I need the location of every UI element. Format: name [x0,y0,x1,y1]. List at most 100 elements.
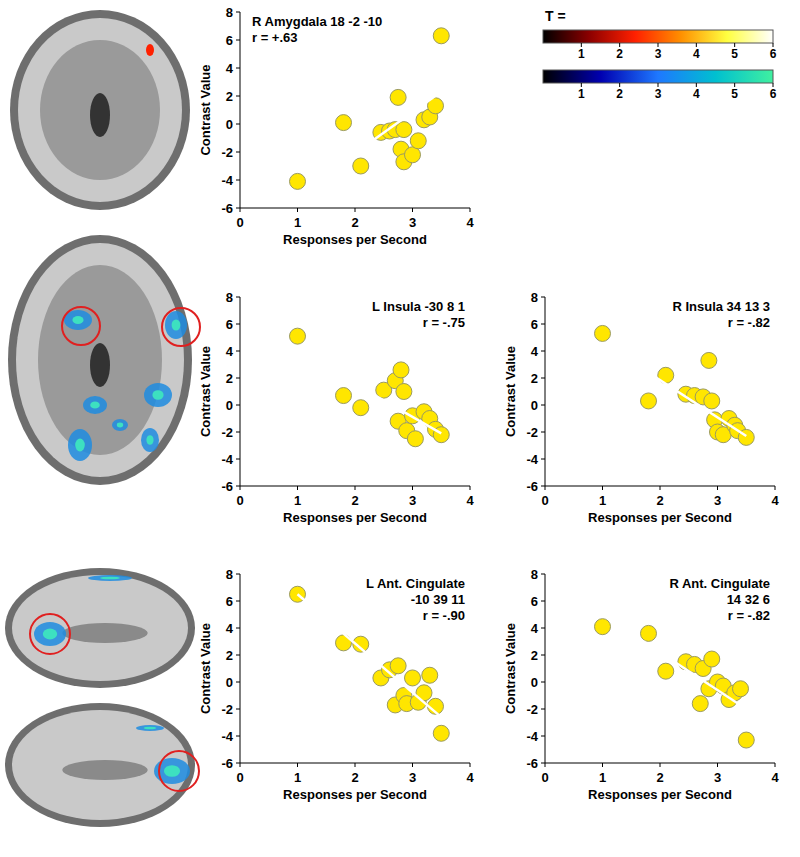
y-tick-label: 8 [226,567,233,582]
brain-tissue [18,18,182,202]
y-tick [541,655,545,656]
roi-circle [62,307,100,345]
brain-white-matter [40,40,160,180]
y-tick [541,405,545,406]
y-tick [541,736,545,737]
activation-blob [83,396,107,414]
point [353,158,369,174]
y-tick-label: 2 [531,371,538,386]
chart-annotation: r = -.82 [728,315,770,330]
y-tick-label: 2 [531,648,538,663]
x-tick-label: 4 [466,770,474,785]
chart-subtitle: -10 39 11 [411,592,465,607]
activation-blob [112,419,128,431]
colorbar-tick-label: 4 [693,87,700,101]
y-tick [236,68,240,69]
activation-blob [136,725,164,731]
y-tick-label: 2 [226,648,233,663]
brain-slice [5,568,195,688]
point [290,328,306,344]
brain-ventricle [90,343,110,387]
x-tick-label: 0 [236,770,243,785]
x-tick-label: 1 [599,493,606,508]
y-tick-label: 2 [226,371,233,386]
activation-peak [90,401,100,408]
chart-title: L Ant. Cingulate [366,576,465,591]
x-tick [355,763,356,767]
activation-peak [172,319,181,330]
x-tick [717,486,718,490]
activation-peak [144,727,157,730]
point [704,651,720,667]
brain-images [5,10,200,827]
y-tick-label: 4 [531,621,539,636]
point [393,362,409,378]
y-tick-label: 2 [226,89,233,104]
x-tick-label: 2 [351,215,358,230]
activation-blob [144,383,172,407]
y-tick-label: 6 [226,594,233,609]
y-tick [541,459,545,460]
y-axis-label: Contrast Value [198,623,213,714]
fit-line [603,615,747,710]
point [396,384,412,400]
point [641,393,657,409]
point [658,663,674,679]
y-tick [236,709,240,710]
point [336,115,352,131]
colorbar-tick-label: 2 [616,47,623,61]
x-tick-label: 0 [541,770,548,785]
y-tick-label: -6 [526,756,538,771]
x-tick-label: 3 [714,770,721,785]
colorbar-tick-label: 3 [655,47,662,61]
y-tick [236,405,240,406]
y-tick-label: 0 [226,117,233,132]
fit-line [603,343,747,436]
x-tick [240,763,241,767]
y-tick-label: 4 [531,344,539,359]
point [390,658,406,674]
colorbar-tick-label: 3 [655,87,662,101]
y-tick [236,96,240,97]
point [704,393,720,409]
x-tick [602,763,603,767]
x-tick [297,763,298,767]
y-tick [236,351,240,352]
y-tick-label: 4 [226,61,234,76]
plot-area [290,28,450,194]
y-tick-label: -6 [221,201,233,216]
x-tick [412,208,413,212]
y-axis [240,574,241,763]
y-tick-label: -4 [526,729,538,744]
colorbar [543,70,773,83]
point [336,388,352,404]
y-tick-label: 6 [226,33,233,48]
y-axis-label: Contrast Value [503,623,518,714]
x-tick-label: 3 [409,215,416,230]
y-tick-label: 6 [531,317,538,332]
brain-ventricle [90,93,110,137]
y-tick-label: 8 [531,290,538,305]
colorbar-tick-label: 1 [578,47,585,61]
x-tick-label: 1 [294,215,301,230]
plot-area [595,615,755,749]
y-tick [236,628,240,629]
x-tick [545,486,546,490]
y-axis [240,12,241,208]
y-tick [236,324,240,325]
point [390,89,406,105]
y-tick-label: -2 [526,702,538,717]
colorbar-tick-label: 5 [731,47,738,61]
x-tick [240,208,241,212]
point [692,696,708,712]
chart-title: R Ant. Cingulate [669,576,770,591]
plot-area [290,328,450,447]
activation-peak [100,577,120,580]
y-tick-label: 8 [531,567,538,582]
colorbar [543,30,773,43]
brain-slice [5,703,195,827]
chart-annotation: r = -.75 [423,315,465,330]
point [733,681,749,697]
y-tick [236,297,240,298]
y-tick [236,180,240,181]
